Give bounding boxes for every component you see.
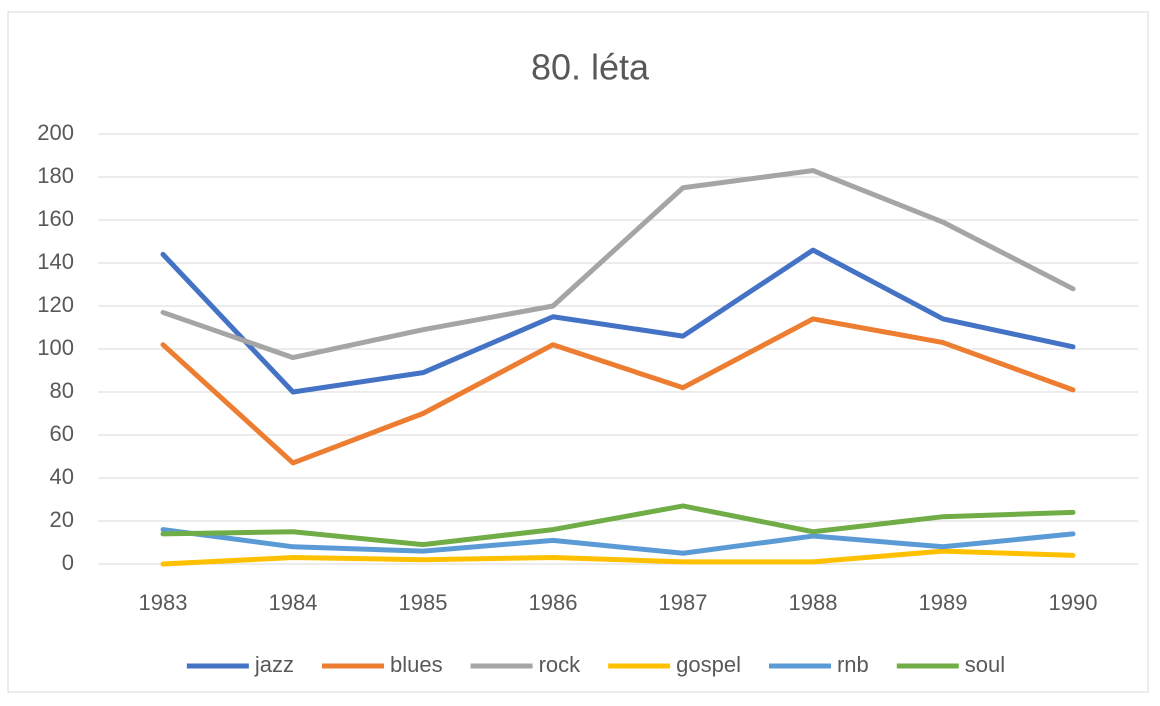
series-line: [160, 548, 1076, 567]
x-tick-label: 1985: [399, 590, 448, 615]
legend-label: rock: [539, 652, 582, 677]
y-tick-label: 120: [37, 292, 74, 317]
chart-title: 80. léta: [531, 47, 650, 88]
legend: jazz blues rock gospel rnb soul: [186, 652, 1005, 677]
x-tick-label: 1986: [529, 590, 578, 615]
series-line: [160, 247, 1076, 395]
y-tick-label: 40: [50, 464, 74, 489]
y-tick-label: 180: [37, 163, 74, 188]
y-tick-label: 80: [50, 378, 74, 403]
legend-label: soul: [965, 652, 1005, 677]
series-line: [160, 316, 1076, 466]
y-tick-label: 200: [37, 120, 74, 145]
y-tick-label: 60: [50, 421, 74, 446]
y-tick-label: 0: [62, 550, 74, 575]
y-tick-label: 20: [50, 507, 74, 532]
series-line: [160, 527, 1076, 556]
x-tick-label: 1987: [659, 590, 708, 615]
legend-label: gospel: [676, 652, 741, 677]
legend-label: rnb: [837, 652, 869, 677]
x-tick-label: 1990: [1049, 590, 1098, 615]
x-tick-label: 1984: [269, 590, 318, 615]
y-tick-label: 160: [37, 206, 74, 231]
legend-label: blues: [390, 652, 443, 677]
x-tick-label: 1983: [139, 590, 188, 615]
x-tick-label: 1988: [789, 590, 838, 615]
series-line: [160, 503, 1076, 548]
y-tick-label: 100: [37, 335, 74, 360]
y-tick-label: 140: [37, 249, 74, 274]
x-tick-label: 1989: [919, 590, 968, 615]
legend-label: jazz: [254, 652, 294, 677]
series-line: [160, 168, 1076, 361]
